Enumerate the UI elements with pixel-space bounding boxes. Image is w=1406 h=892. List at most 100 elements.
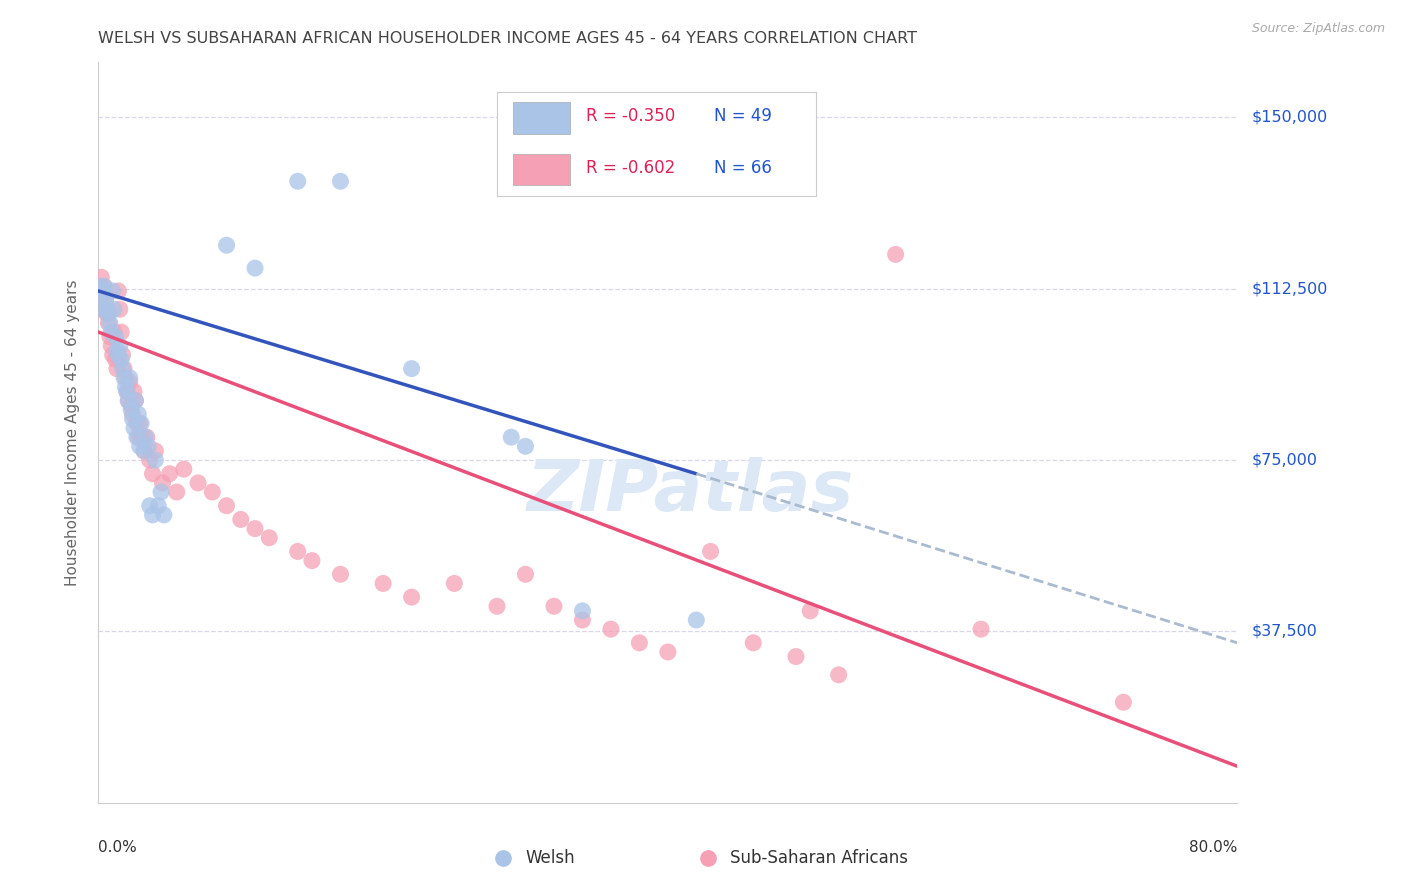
Point — [259, 531, 281, 545]
Point — [166, 485, 188, 500]
Point — [153, 508, 176, 522]
Point — [128, 417, 150, 431]
Point — [115, 384, 138, 399]
Point — [215, 238, 238, 252]
Point — [141, 508, 163, 522]
Point — [287, 544, 309, 558]
Point — [127, 430, 149, 444]
Point — [100, 325, 122, 339]
Point — [94, 293, 117, 307]
Point — [132, 443, 155, 458]
Point — [94, 293, 117, 307]
Point — [122, 421, 145, 435]
Point — [141, 467, 163, 481]
Point — [108, 302, 131, 317]
Point — [150, 485, 173, 500]
Point — [124, 393, 146, 408]
Text: Source: ZipAtlas.com: Source: ZipAtlas.com — [1251, 22, 1385, 36]
Point — [138, 453, 160, 467]
Point — [159, 467, 181, 481]
Point — [114, 371, 136, 385]
Point — [401, 361, 423, 376]
Point — [110, 325, 132, 339]
Point — [105, 361, 128, 376]
Point — [287, 174, 309, 188]
Point — [117, 393, 139, 408]
Point — [571, 613, 593, 627]
Point — [135, 430, 157, 444]
Point — [89, 279, 111, 293]
Point — [571, 604, 593, 618]
Text: Sub-Saharan Africans: Sub-Saharan Africans — [731, 849, 908, 867]
Point — [118, 371, 141, 385]
Point — [122, 384, 145, 399]
Point — [201, 485, 224, 500]
Point — [103, 302, 125, 317]
Text: Welsh: Welsh — [526, 849, 575, 867]
Point — [215, 499, 238, 513]
Text: $112,500: $112,500 — [1251, 281, 1327, 296]
Point — [112, 361, 135, 376]
Text: 0.0%: 0.0% — [98, 840, 138, 855]
Point — [114, 380, 136, 394]
Point — [401, 590, 423, 604]
Point — [120, 398, 142, 412]
Point — [136, 439, 159, 453]
Point — [799, 604, 821, 618]
Point — [98, 329, 121, 343]
Point — [89, 284, 111, 298]
Point — [173, 462, 195, 476]
Point — [110, 352, 132, 367]
Text: $37,500: $37,500 — [1251, 624, 1317, 639]
Point — [1112, 695, 1135, 709]
Point — [90, 270, 112, 285]
Point — [101, 348, 124, 362]
Point — [229, 512, 252, 526]
Point — [101, 284, 124, 298]
Point — [884, 247, 907, 261]
Point — [138, 499, 160, 513]
Point — [515, 439, 537, 453]
Point — [129, 430, 152, 444]
Point — [121, 408, 143, 422]
Point — [628, 636, 651, 650]
Point — [107, 284, 129, 298]
Point — [90, 284, 112, 298]
Point — [329, 567, 352, 582]
Point — [543, 599, 565, 614]
Point — [152, 475, 174, 490]
Point — [128, 439, 150, 453]
Point — [600, 622, 623, 636]
Point — [91, 302, 114, 317]
Point — [100, 339, 122, 353]
Point — [187, 475, 209, 490]
Point — [91, 302, 114, 317]
Point — [243, 261, 266, 276]
Point — [112, 371, 135, 385]
Text: WELSH VS SUBSAHARAN AFRICAN HOUSEHOLDER INCOME AGES 45 - 64 YEARS CORRELATION CH: WELSH VS SUBSAHARAN AFRICAN HOUSEHOLDER … — [98, 31, 918, 46]
Point — [486, 599, 509, 614]
Y-axis label: Householder Income Ages 45 - 64 years: Householder Income Ages 45 - 64 years — [65, 279, 80, 586]
Point — [124, 393, 146, 408]
Text: 80.0%: 80.0% — [1189, 840, 1237, 855]
Point — [93, 279, 115, 293]
Point — [108, 339, 131, 353]
Point — [115, 384, 138, 399]
Point — [373, 576, 395, 591]
Point — [828, 668, 851, 682]
Point — [243, 522, 266, 536]
Point — [699, 544, 721, 558]
Point — [93, 279, 115, 293]
Point — [443, 576, 465, 591]
Point — [785, 649, 807, 664]
Point — [685, 613, 707, 627]
Point — [127, 408, 149, 422]
Point — [145, 443, 167, 458]
Point — [125, 417, 148, 431]
Point — [107, 348, 129, 362]
Text: ZIPatlas: ZIPatlas — [527, 458, 855, 526]
Point — [121, 412, 143, 426]
Point — [145, 453, 167, 467]
Point — [103, 325, 125, 339]
Point — [501, 430, 523, 444]
